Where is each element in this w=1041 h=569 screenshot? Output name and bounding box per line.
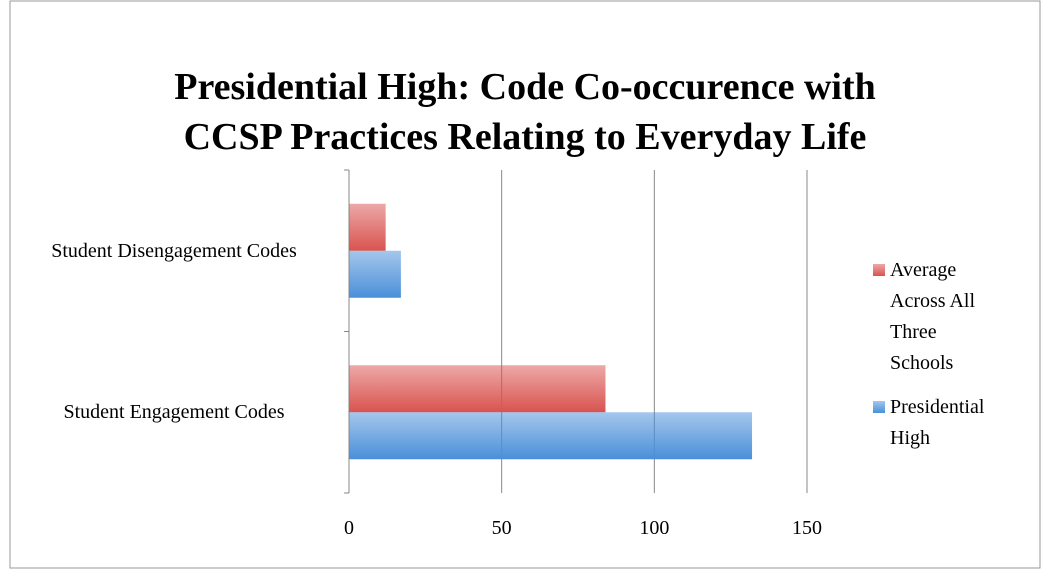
legend-item: Presidential High [873,392,1002,454]
bar [349,412,753,460]
bar [349,250,401,298]
bar [349,365,606,413]
x-tick-label: 0 [344,517,354,539]
legend-swatch [873,264,885,276]
x-tick-label: 100 [639,517,670,539]
legend: Average Across All Three Schools Presiden… [873,255,1002,454]
y-tick-label: Student Engagement Codes [63,401,285,424]
legend-label: Presidential High [890,396,985,449]
legend-swatch [873,401,885,413]
bar [349,203,386,251]
legend-item: Average Across All Three Schools [873,255,1002,379]
chart-border [9,0,1041,569]
x-tick-label: 150 [792,517,822,539]
x-tick-label: 50 [491,517,512,539]
y-tick-label: Student Disengagement Codes [51,239,297,262]
chart-title: Presidential High: Code Co-occurence wit… [174,66,876,158]
legend-label: Average Across All Three Schools [890,259,975,374]
